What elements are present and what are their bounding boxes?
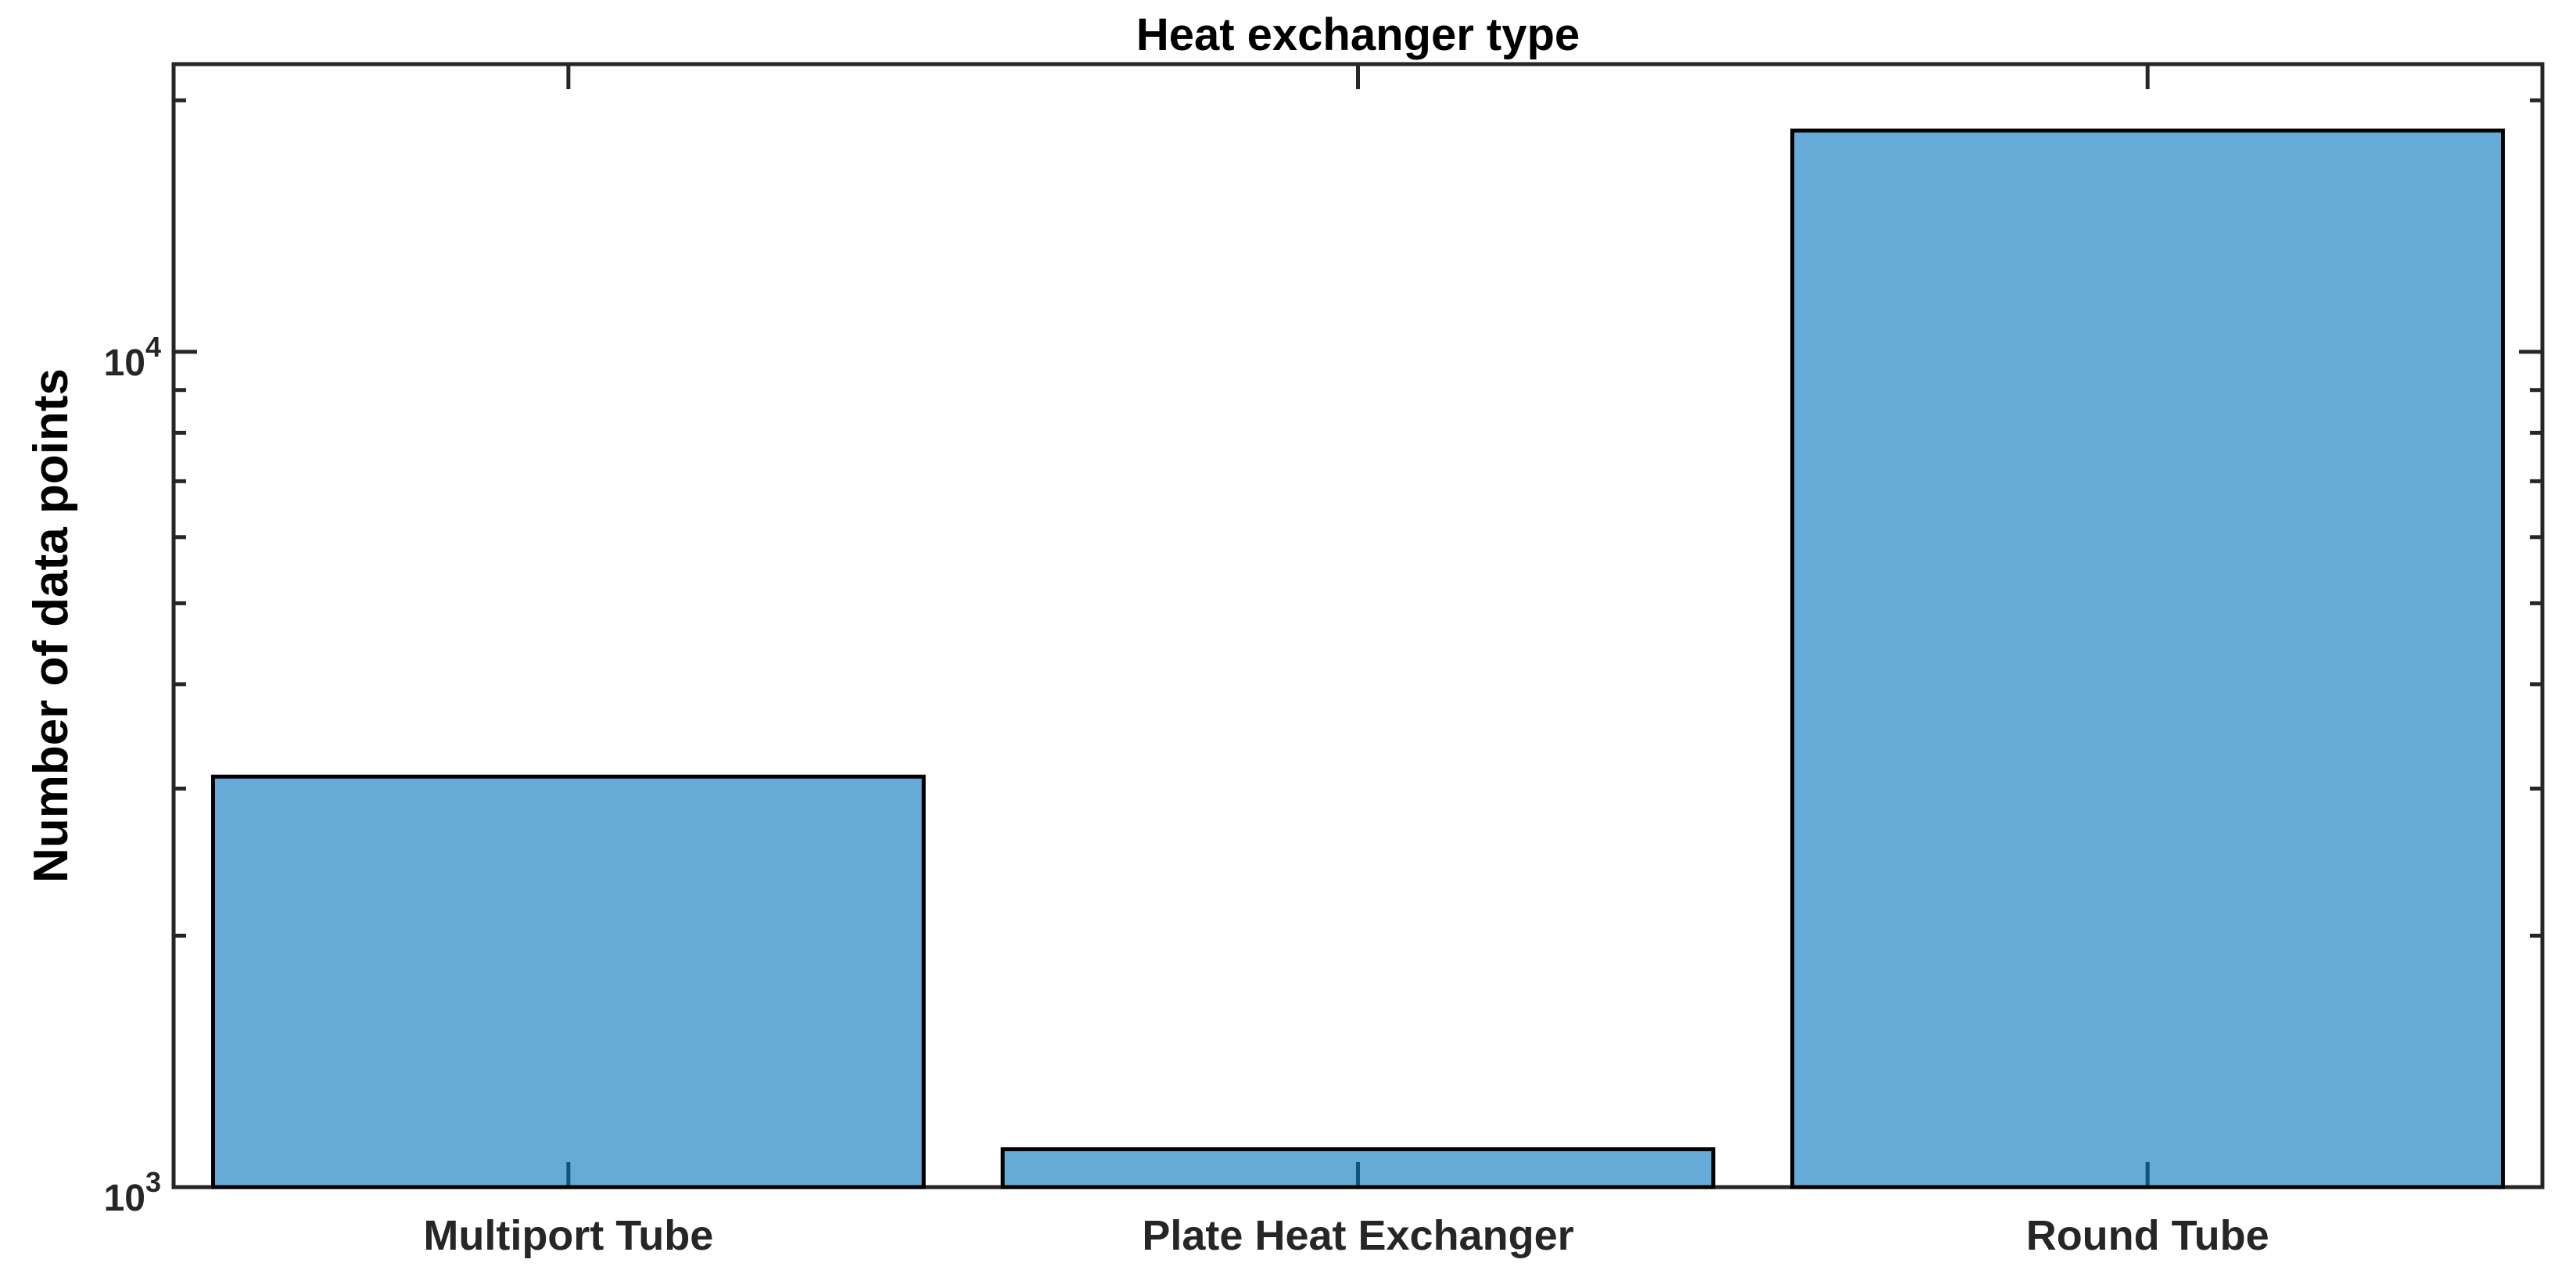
x-tick-label: Plate Heat Exchanger	[1142, 1212, 1573, 1259]
y-tick-label: 104	[104, 331, 161, 384]
bar-round-tube	[1790, 128, 2506, 1189]
y-axis-label: Number of data points	[24, 368, 78, 883]
bar-plate-heat-exchanger	[1000, 1147, 1716, 1189]
chart-title: Heat exchanger type	[1136, 9, 1580, 60]
x-tick-label: Round Tube	[2026, 1212, 2269, 1259]
x-tick-label: Multiport Tube	[423, 1212, 713, 1259]
bars-layer	[210, 128, 2506, 1189]
y-tick-label: 103	[104, 1166, 161, 1219]
bar-multiport-tube	[210, 774, 926, 1189]
